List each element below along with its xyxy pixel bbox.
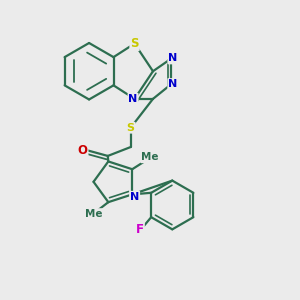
Text: Me: Me — [85, 209, 102, 219]
Text: N: N — [168, 53, 178, 64]
Text: F: F — [136, 223, 144, 236]
Text: S: S — [130, 37, 139, 50]
Text: N: N — [168, 79, 178, 89]
Text: N: N — [130, 192, 139, 202]
Text: S: S — [127, 123, 135, 133]
Text: Me: Me — [141, 152, 159, 162]
Text: N: N — [128, 94, 138, 104]
Text: O: O — [77, 143, 88, 157]
